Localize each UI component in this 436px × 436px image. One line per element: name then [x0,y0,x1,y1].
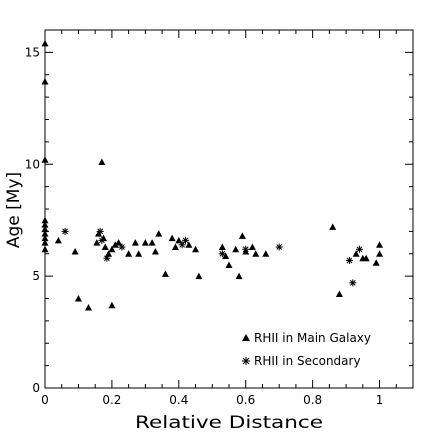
triangle-point [335,290,343,298]
star-point [349,279,357,287]
data-points [41,39,384,311]
triangle-point [131,239,139,246]
triangle-point [125,250,133,257]
triangle-point [252,250,260,257]
triangle-point [98,158,106,166]
triangle-point [74,295,82,302]
triangle-point [168,234,176,242]
star-point [218,250,226,258]
triangle-point [192,245,200,253]
triangle-point [161,270,169,277]
triangle-point [195,272,203,280]
triangle-point [225,261,233,268]
star-point [96,227,104,235]
legend-star-marker [242,357,250,365]
star-point [98,236,106,244]
x-tick-label: 0.4 [169,393,188,407]
triangle-point [352,250,360,257]
triangle-point [41,39,49,47]
x-tick-label: 0 [41,393,49,407]
triangle-point [41,225,49,233]
triangle-point [93,239,101,246]
triangle-point [108,301,116,309]
star-point [178,241,186,249]
legend-label-secondary: RHII in Secondary [254,354,361,368]
y-axis-title: Age [My] [4,172,24,248]
triangle-point [108,245,116,253]
triangle-point [111,241,119,248]
y-tick-label: 10 [25,157,40,171]
star-point [182,236,190,244]
star-point [242,245,250,253]
legend: RHII in Main Galaxy RHII in Secondary [242,331,371,368]
triangle-point [329,223,337,230]
legend-triangle-marker [242,334,250,341]
triangle-point [41,239,49,246]
triangle-point [151,248,159,255]
star-point [345,256,353,264]
triangle-point [41,216,49,224]
triangle-point [376,241,384,248]
triangle-point [362,254,370,262]
triangle-point [232,245,240,253]
triangle-point [372,259,380,266]
x-tick-label: 0.6 [236,393,255,407]
y-tick-label: 0 [32,381,40,395]
triangle-point [148,239,156,246]
star-point [355,245,363,253]
x-axis-title: Relative Distance [135,413,323,433]
triangle-point [71,248,79,255]
triangle-point [248,243,256,251]
triangle-point [41,245,49,253]
star-point [275,243,283,251]
triangle-point [218,243,226,251]
star-point [61,227,69,235]
triangle-point [41,156,49,163]
star-point [103,254,111,262]
triangle-point [41,234,49,242]
triangle-point [115,239,123,246]
triangle-point [222,252,230,259]
y-tick-label: 15 [25,45,40,59]
triangle-point [84,303,92,311]
x-tick-label: 0.2 [102,393,121,407]
legend-label-main: RHII in Main Galaxy [254,331,371,345]
triangle-point [235,272,243,280]
x-tick-label: 1 [376,393,384,407]
triangle-point [171,243,179,251]
triangle-point [175,236,183,244]
star-point [118,243,126,251]
x-tick-label: 0.8 [303,393,322,407]
triangle-point [41,77,49,85]
triangle-point [135,250,143,257]
triangle-point [185,241,193,248]
triangle-point [376,250,384,257]
triangle-point [262,250,270,257]
triangle-point [101,243,109,251]
triangle-point [41,230,49,237]
y-tick-label: 5 [32,269,40,283]
triangle-point [155,230,163,237]
triangle-point [238,232,246,239]
triangle-point [41,221,49,228]
triangle-point [54,236,62,244]
triangle-point [141,239,149,246]
